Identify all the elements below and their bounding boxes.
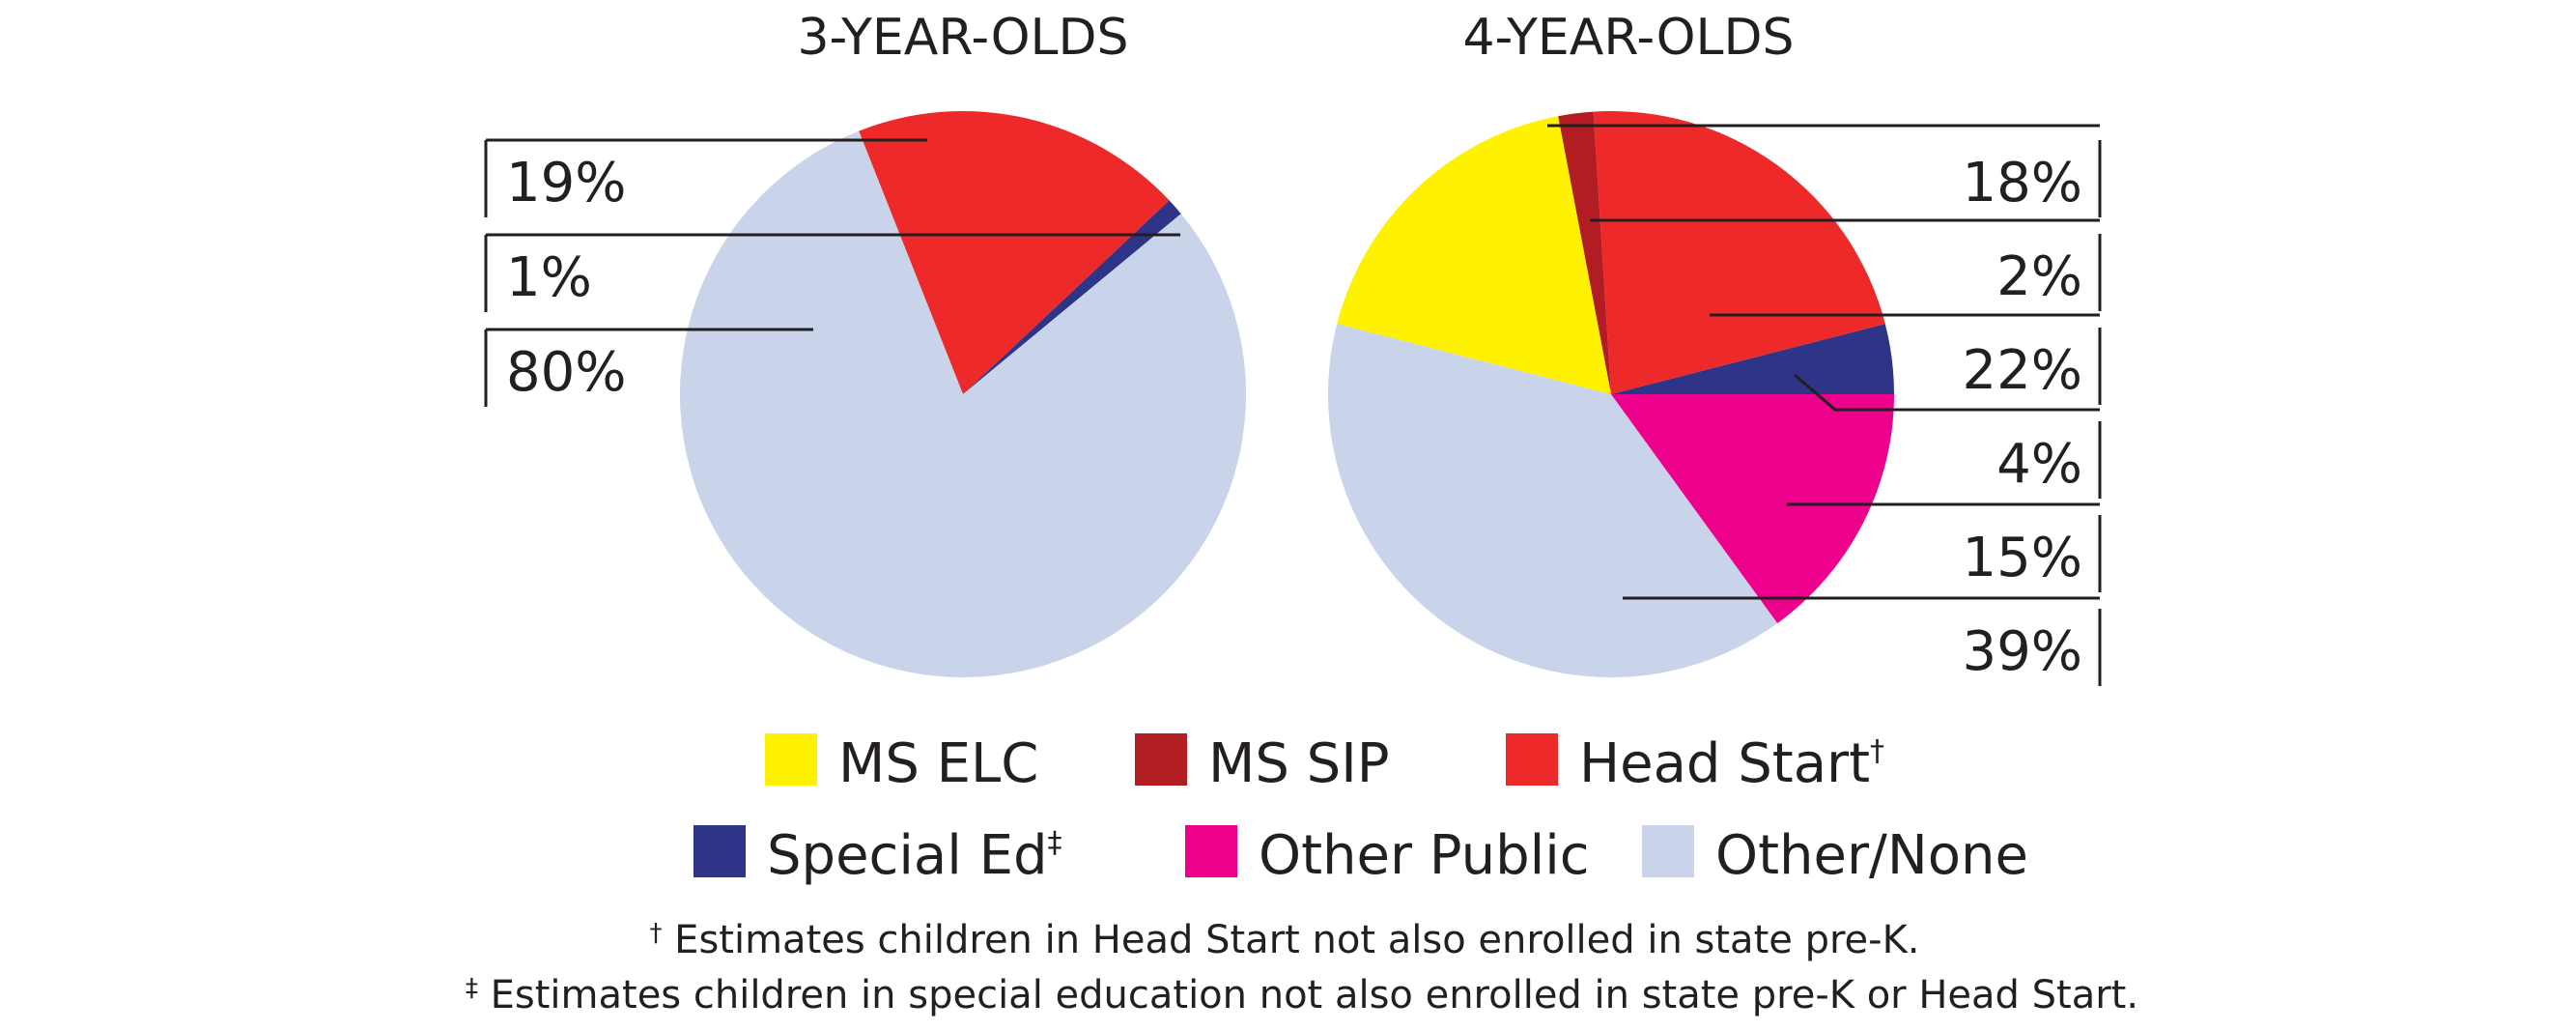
- legend-swatch: [765, 733, 817, 786]
- legend-item-ms-sip: MS SIP: [1135, 732, 1390, 795]
- legend-item-special-ed: Special Ed‡: [694, 824, 1062, 887]
- legend-swatch: [1642, 825, 1694, 877]
- pie-value-label: 1%: [506, 246, 592, 309]
- legend-swatch: [1506, 733, 1558, 786]
- legend-item-other-none: Other/None: [1642, 824, 2028, 887]
- footnote-special-ed: ‡ Estimates children in special educatio…: [466, 973, 2138, 1017]
- legend-swatch: [1135, 733, 1187, 786]
- legend-label: Other Public: [1259, 824, 1590, 887]
- legend-label: MS ELC: [838, 732, 1038, 795]
- legend-item-other-public: Other Public: [1185, 824, 1590, 887]
- legend: MS ELC MS SIP Head Start† Special Ed‡ Other …: [694, 732, 2028, 887]
- legend-label: Other/None: [1715, 824, 2028, 887]
- legend-item-ms-elc: MS ELC: [765, 732, 1038, 795]
- pie-value-label: 18%: [1963, 152, 2082, 215]
- legend-label: Head Start†: [1579, 732, 1884, 795]
- legend-label: Special Ed‡: [767, 824, 1062, 887]
- pie-chart-2: 4-YEAR-OLDS 18% 2% 22% 4% 15% 39%: [1328, 9, 2102, 686]
- pie-value-label: 22%: [1963, 339, 2082, 402]
- pie-value-label: 39%: [1963, 620, 2082, 683]
- pie-value-label: 2%: [1996, 245, 2082, 308]
- pie-value-label: 80%: [506, 341, 626, 404]
- pie-slice-special-ed: [1611, 324, 1894, 394]
- legend-swatch: [694, 825, 746, 877]
- pie-slice-head-start: [1593, 111, 1885, 394]
- chart-title: 4-YEAR-OLDS: [1462, 9, 1794, 67]
- footnote-head-start: † Estimates children in Head Start not a…: [649, 918, 1919, 962]
- pie-value-label: 19%: [506, 152, 626, 215]
- leader-line: [1794, 373, 2100, 412]
- legend-swatch: [1185, 825, 1237, 877]
- pie-slice-head-start: [859, 111, 1170, 394]
- legend-item-head-start: Head Start†: [1506, 732, 1884, 795]
- pie-slice-ms-sip: [1558, 111, 1611, 394]
- pie-slice-special-ed: [963, 200, 1181, 394]
- pie-slice-other-none: [680, 130, 1247, 678]
- pie-slice-other-public: [1611, 394, 1894, 624]
- legend-label: MS SIP: [1208, 732, 1390, 795]
- pie-chart-1: 3-YEAR-OLDS 19% 1% 80%: [484, 9, 1247, 678]
- pie-slice-other-none: [1328, 324, 1778, 677]
- pie-value-label: 15%: [1963, 527, 2082, 589]
- pie-slice-ms-elc: [1337, 116, 1611, 394]
- chart-title: 3-YEAR-OLDS: [797, 9, 1128, 67]
- pie-value-label: 4%: [1996, 433, 2082, 496]
